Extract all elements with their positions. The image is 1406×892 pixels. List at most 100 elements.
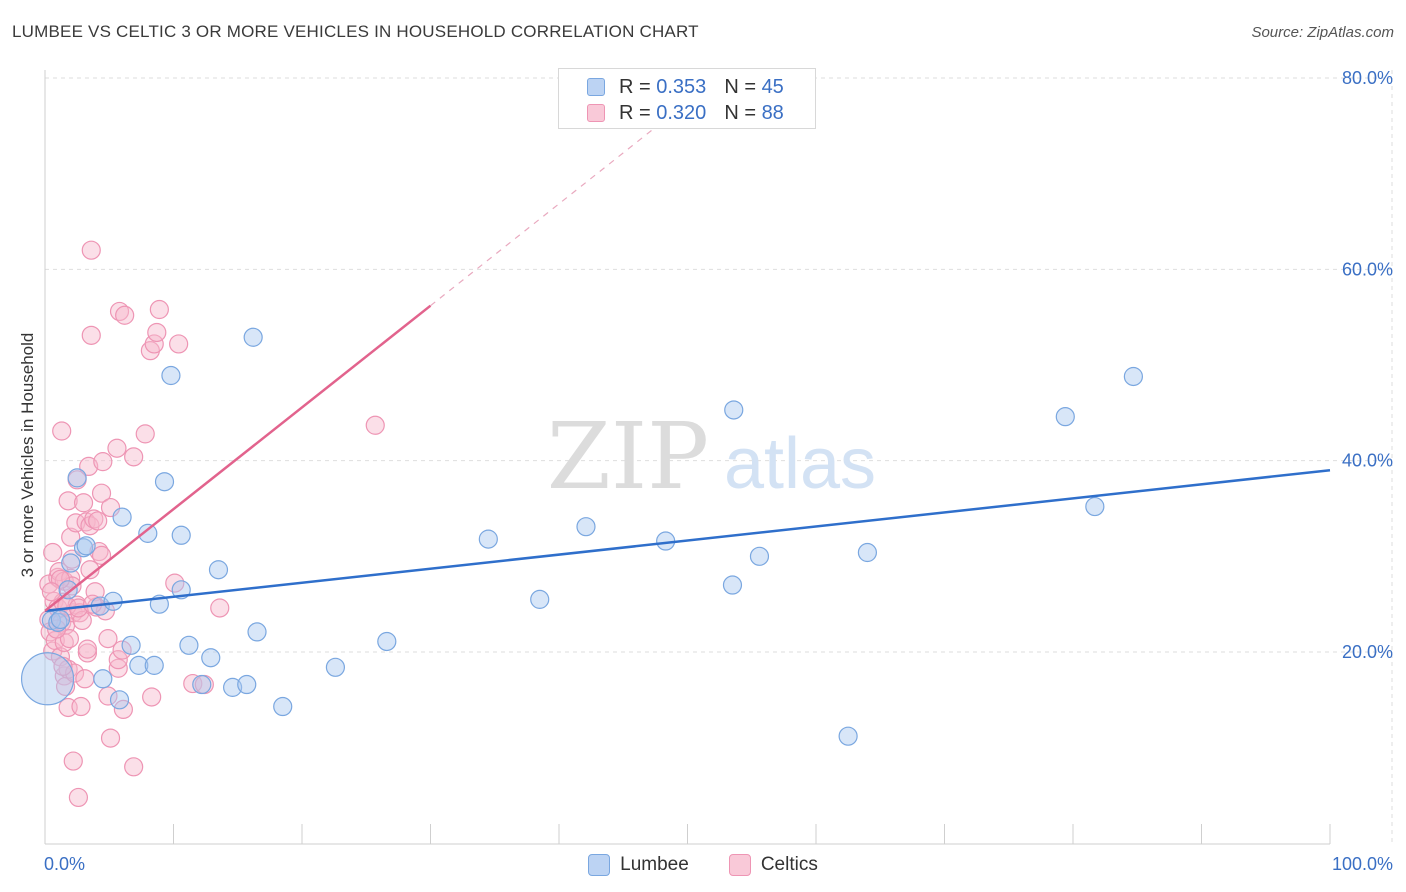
celtic-point xyxy=(61,568,81,588)
celtic-point xyxy=(169,334,189,354)
celtic-point xyxy=(135,424,155,444)
celtic-r-label: R = xyxy=(619,101,651,124)
legend-item-celtic[interactable]: Celtics xyxy=(728,854,818,876)
lumbee-points xyxy=(20,327,1143,746)
celtic-point xyxy=(91,483,112,503)
celtic-point xyxy=(52,421,72,441)
lumbee-point xyxy=(273,696,293,717)
y-axis-label: 3 or more Vehicles in Household xyxy=(18,332,37,578)
lumbee-point xyxy=(103,591,123,611)
lumbee-point xyxy=(61,553,81,573)
celtic-point xyxy=(98,686,118,706)
celtic-point xyxy=(72,610,92,631)
celtic-point xyxy=(58,491,78,511)
celtic-point xyxy=(113,699,133,720)
celtic-point xyxy=(88,511,108,531)
lumbee-point xyxy=(857,542,878,563)
celtic-point xyxy=(81,325,101,345)
lumbee-point xyxy=(179,635,199,655)
y-tick-label: 40.0% xyxy=(1342,451,1393,471)
lumbee-point xyxy=(201,648,221,668)
lumbee-point xyxy=(722,575,743,595)
celtic-point xyxy=(98,629,118,649)
lumbee-point xyxy=(243,327,263,347)
lumbee-point xyxy=(192,674,212,695)
lumbee-point xyxy=(749,546,770,566)
lumbee-point xyxy=(1055,407,1075,427)
lumbee-r-value: 0.353 xyxy=(656,75,707,98)
celtic-point xyxy=(107,438,127,458)
celtic-point xyxy=(91,545,112,565)
celtic-point xyxy=(149,299,169,320)
lumbee-point xyxy=(50,609,71,630)
lumbee-point xyxy=(138,523,158,543)
celtic-point xyxy=(147,322,167,343)
lumbee-point xyxy=(58,580,78,600)
lumbee-point xyxy=(838,726,858,746)
celtic-r-value: 0.320 xyxy=(656,101,707,124)
lumbee-legend-swatch xyxy=(588,854,611,876)
legend-item-lumbee[interactable]: Lumbee xyxy=(588,854,689,876)
lumbee-point xyxy=(144,655,164,675)
source-label: Source: ZipAtlas.com xyxy=(1251,24,1394,41)
celtic-point xyxy=(108,650,128,670)
lumbee-point xyxy=(129,655,149,675)
celtic-point xyxy=(62,576,82,596)
lumbee-point xyxy=(377,631,397,652)
celtic-point xyxy=(71,696,91,717)
lumbee-point xyxy=(161,365,181,386)
celtic-legend-swatch xyxy=(728,854,751,876)
y-tick-label: 20.0% xyxy=(1342,642,1393,662)
lumbee-n-value: 45 xyxy=(761,75,784,98)
axis-ticks: 20.0% 40.0% 60.0% 80.0% 0.0% 100.0% xyxy=(44,68,1393,874)
celtic-point xyxy=(63,751,83,771)
celtic-point xyxy=(124,757,144,777)
celtic-point xyxy=(115,305,135,325)
celtic-trend-line xyxy=(44,304,432,612)
celtic-point xyxy=(77,639,98,659)
watermark-zip: ZIP xyxy=(547,403,709,510)
celtic-point xyxy=(93,452,113,472)
celtic-points xyxy=(39,240,385,808)
celtic-point xyxy=(75,669,95,689)
celtic-point xyxy=(81,240,101,260)
celtic-point xyxy=(64,663,85,683)
lumbee-point xyxy=(20,652,75,706)
lumbee-point xyxy=(67,468,87,488)
celtic-trend-extension xyxy=(430,101,688,307)
celtic-point xyxy=(144,334,164,354)
lumbee-point xyxy=(48,612,68,632)
celtic-point xyxy=(79,456,99,477)
celtic-point xyxy=(142,687,162,707)
lumbee-point xyxy=(1123,366,1143,387)
celtic-point xyxy=(68,787,89,808)
celtic-point xyxy=(85,582,105,602)
lumbee-point xyxy=(237,674,257,695)
x-tick-label: 0.0% xyxy=(44,854,85,874)
celtic-point xyxy=(124,447,144,467)
celtic-swatch xyxy=(587,104,605,122)
celtic-point xyxy=(66,513,86,533)
lumbee-trend-line xyxy=(44,468,1331,613)
y-tick-label: 60.0% xyxy=(1342,259,1393,279)
celtic-legend-label: Celtics xyxy=(760,854,818,875)
lumbee-point xyxy=(171,525,191,545)
celtic-point xyxy=(59,629,80,649)
lumbee-legend-label: Lumbee xyxy=(620,854,689,875)
celtic-point xyxy=(210,598,230,618)
celtic-point xyxy=(43,542,63,563)
lumbee-point xyxy=(112,507,132,527)
series-legend: Lumbee Celtics xyxy=(0,851,1406,879)
lumbee-point xyxy=(724,400,744,420)
lumbee-n-label: N = xyxy=(724,75,756,98)
celtic-point xyxy=(112,640,132,660)
celtic-point xyxy=(41,582,62,602)
celtic-n-value: 88 xyxy=(761,101,784,124)
trend-lines xyxy=(44,101,1331,613)
lumbee-swatch xyxy=(587,78,605,96)
lumbee-point xyxy=(325,657,346,677)
lumbee-point xyxy=(93,669,113,689)
celtic-point xyxy=(73,493,94,513)
lumbee-point xyxy=(576,517,596,537)
